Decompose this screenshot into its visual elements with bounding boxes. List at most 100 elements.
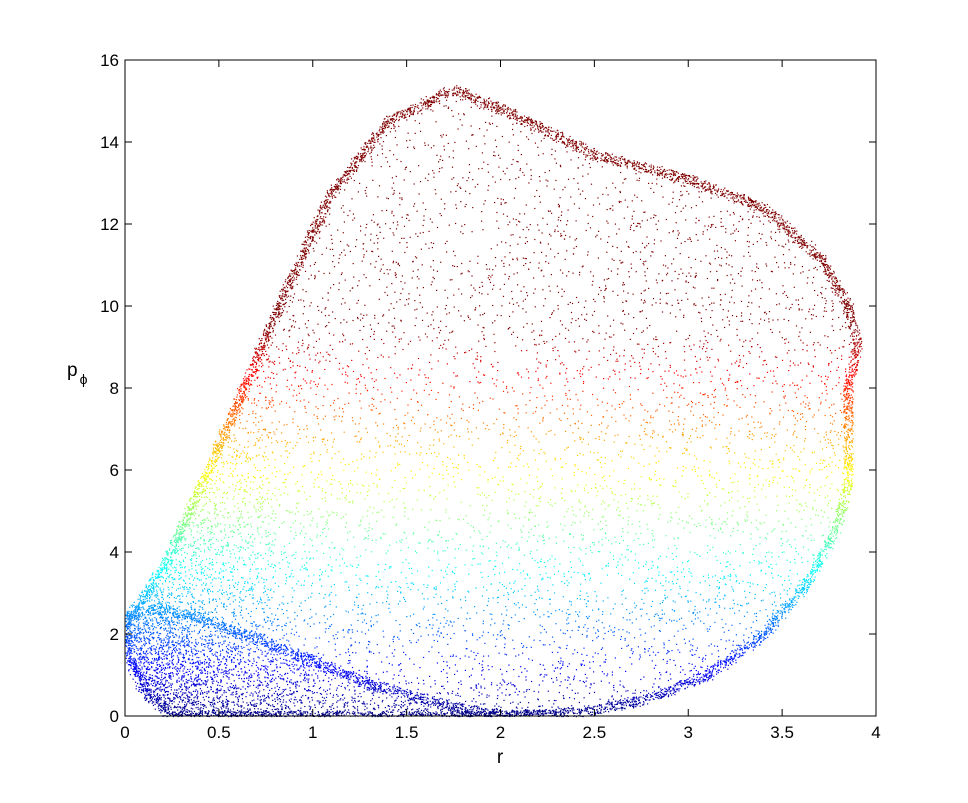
scatter-point — [275, 391, 277, 393]
scatter-point — [415, 641, 418, 643]
scatter-point — [762, 364, 764, 366]
scatter-point — [807, 537, 809, 539]
scatter-point — [167, 594, 169, 597]
scatter-point — [332, 474, 334, 476]
scatter-point — [209, 499, 211, 501]
scatter-point — [439, 102, 441, 105]
scatter-point — [339, 341, 341, 343]
scatter-point — [445, 540, 447, 542]
scatter-point — [212, 654, 214, 656]
scatter-point — [371, 219, 373, 221]
scatter-point — [226, 648, 229, 650]
scatter-point — [842, 346, 844, 348]
scatter-point — [248, 653, 250, 655]
scatter-point — [628, 276, 630, 278]
scatter-point — [792, 434, 794, 436]
scatter-point — [410, 642, 412, 644]
scatter-point — [516, 302, 518, 304]
scatter-point — [391, 499, 393, 501]
scatter-point — [683, 345, 685, 348]
scatter-point — [537, 480, 539, 482]
scatter-point — [732, 278, 734, 280]
scatter-point — [200, 662, 202, 664]
scatter-point — [538, 154, 540, 156]
scatter-point — [557, 350, 559, 352]
scatter-point — [551, 148, 553, 150]
scatter-point — [394, 467, 397, 469]
scatter-point — [557, 252, 559, 254]
scatter-point — [326, 689, 328, 691]
scatter-point — [156, 621, 158, 623]
scatter-point — [302, 660, 304, 663]
scatter-point — [316, 386, 318, 388]
scatter-point — [231, 650, 233, 652]
scatter-point — [161, 667, 163, 669]
scatter-point — [309, 305, 311, 307]
scatter-point — [798, 584, 800, 586]
scatter-point — [198, 612, 200, 614]
scatter-point — [828, 463, 830, 465]
scatter-point — [384, 569, 386, 571]
scatter-point — [463, 320, 465, 322]
scatter-point — [629, 226, 632, 228]
scatter-point — [153, 632, 155, 634]
scatter-point — [476, 352, 478, 354]
scatter-point — [726, 274, 728, 277]
scatter-point — [241, 671, 243, 673]
scatter-point — [218, 659, 220, 661]
scatter-point — [216, 691, 218, 693]
scatter-point — [213, 513, 215, 515]
scatter-point — [659, 678, 661, 680]
scatter-point — [462, 233, 464, 235]
scatter-point — [313, 685, 315, 687]
scatter-point — [545, 377, 547, 379]
scatter-point — [287, 602, 289, 604]
scatter-point — [757, 584, 759, 586]
scatter-point — [340, 698, 342, 700]
scatter-point — [782, 470, 784, 472]
scatter-point — [177, 640, 179, 642]
scatter-point — [539, 640, 541, 642]
scatter-point — [265, 341, 268, 343]
scatter-point — [504, 571, 506, 573]
scatter-point — [519, 448, 522, 450]
scatter-point — [502, 540, 504, 542]
scatter-point — [245, 661, 247, 663]
scatter-point — [455, 100, 457, 103]
scatter-point — [256, 703, 258, 705]
scatter-point — [652, 298, 655, 300]
scatter-point — [285, 574, 287, 576]
scatter-point — [196, 572, 199, 574]
scatter-point — [378, 255, 380, 257]
scatter-point — [552, 681, 554, 683]
scatter-point — [422, 202, 424, 204]
scatter-point — [476, 464, 478, 466]
scatter-point — [300, 665, 302, 667]
scatter-point — [191, 642, 193, 644]
scatter-point — [479, 128, 481, 130]
scatter-point — [638, 177, 641, 179]
scatter-point — [721, 570, 723, 572]
scatter-point — [650, 217, 652, 219]
scatter-point — [196, 704, 198, 706]
scatter-point — [212, 644, 214, 646]
scatter-point — [372, 624, 375, 626]
scatter-point — [267, 359, 269, 361]
scatter-point — [462, 177, 464, 179]
scatter-point — [531, 557, 533, 559]
scatter-point — [357, 285, 359, 287]
scatter-point — [612, 349, 614, 351]
scatter-point — [310, 471, 312, 473]
scatter-point — [217, 637, 219, 639]
scatter-point — [781, 359, 784, 361]
scatter-point — [244, 525, 246, 527]
scatter-point — [185, 678, 187, 681]
scatter-point — [212, 698, 214, 700]
scatter-point — [201, 666, 203, 669]
scatter-point — [443, 105, 445, 107]
scatter-point — [673, 182, 675, 184]
scatter-point — [454, 358, 456, 360]
scatter-point — [603, 378, 605, 380]
scatter-point — [168, 638, 170, 640]
scatter-point — [404, 168, 406, 170]
